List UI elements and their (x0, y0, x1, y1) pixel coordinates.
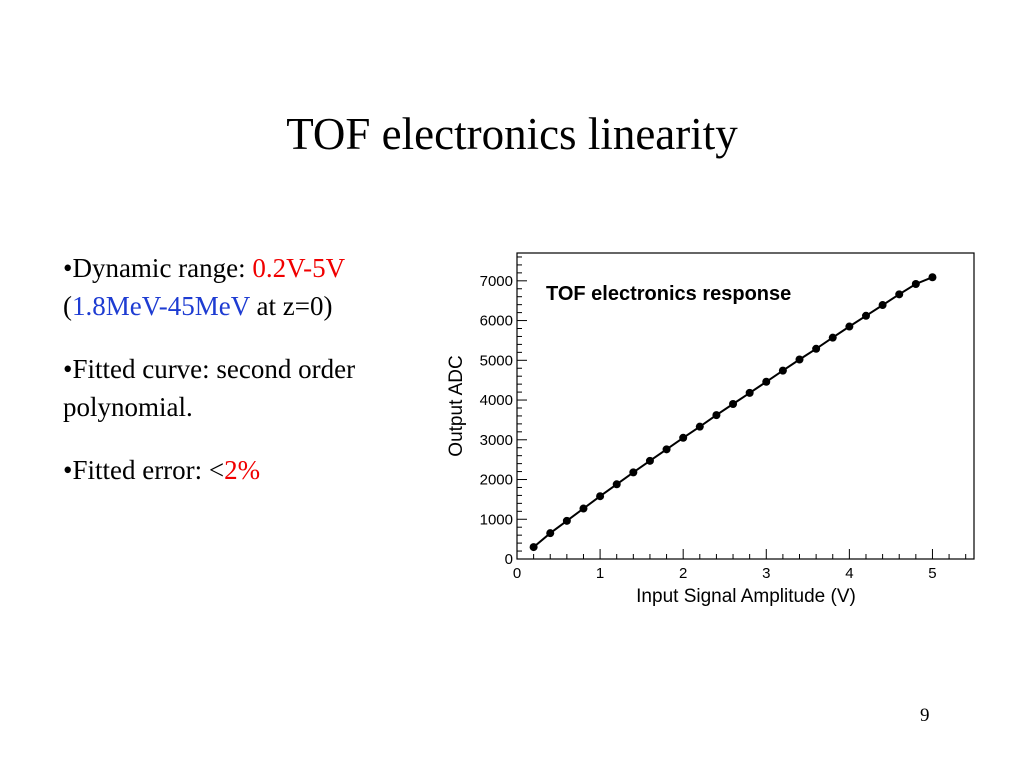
data-point (629, 468, 638, 477)
x-tick-label: 5 (928, 565, 936, 582)
x-tick-label: 1 (596, 565, 604, 582)
bullet-marker: • (63, 253, 73, 283)
bullet-list: •Dynamic range: 0.2V-5V (1.8MeV-45MeV at… (63, 249, 443, 514)
bullet-fitted-curve: •Fitted curve: second order polynomial. (63, 350, 443, 426)
data-point (845, 322, 854, 331)
bullet-text: Fitted curve: second order polynomial. (63, 354, 356, 422)
data-point (895, 290, 904, 299)
paren-open: ( (63, 291, 72, 321)
data-point (745, 388, 754, 397)
data-point (812, 344, 821, 353)
data-point (778, 366, 787, 375)
bullet-text: Fitted error: < (72, 455, 225, 485)
y-tick-label: 7000 (480, 273, 513, 290)
bullet-dynamic-range: •Dynamic range: 0.2V-5V (1.8MeV-45MeV at… (63, 249, 443, 325)
data-point (795, 355, 804, 364)
range-energy: 1.8MeV-45MeV (72, 291, 250, 321)
error-value: 2% (224, 455, 261, 485)
axis-ticks: 0 1 2 3 4 5 0 1000 2000 3000 4000 5000 6000 7000 (480, 256, 967, 582)
y-tick-label: 1000 (480, 511, 513, 528)
data-point (645, 456, 654, 465)
data-point (612, 480, 621, 489)
bullet-fitted-error: •Fitted error: <2% (63, 451, 443, 489)
plot-frame (516, 252, 975, 560)
chart-svg: 0 1 2 3 4 5 0 1000 2000 3000 4000 5000 6000 7000 TOF … (446, 252, 975, 607)
bullet-text: at z=0) (249, 291, 333, 321)
data-point (529, 543, 538, 552)
bullet-text: Dynamic range: (72, 253, 253, 283)
fit-curve (532, 276, 933, 548)
y-tick-label: 0 (505, 551, 513, 568)
x-tick-label: 3 (762, 565, 770, 582)
y-tick-label: 6000 (480, 313, 513, 330)
range-volts: 0.2V-5V (252, 253, 346, 283)
data-point (911, 279, 920, 288)
data-point (828, 333, 837, 342)
chart: 0 1 2 3 4 5 0 1000 2000 3000 4000 5000 6000 7000 TOF … (440, 240, 980, 620)
y-tick-label: 4000 (480, 392, 513, 409)
data-point (695, 422, 704, 431)
data-point (878, 301, 887, 310)
data-point (562, 516, 571, 525)
x-axis-label: Input Signal Amplitude (V) (636, 586, 856, 607)
data-point (679, 433, 688, 442)
slide-title: TOF electronics linearity (286, 109, 738, 159)
data-point (762, 377, 771, 386)
data-point (546, 529, 555, 538)
y-tick-label: 2000 (480, 472, 513, 489)
data-points (529, 273, 937, 552)
data-point (861, 311, 870, 320)
data-point (729, 400, 738, 409)
x-tick-label: 4 (845, 565, 853, 582)
data-point (579, 504, 588, 513)
data-point (712, 411, 721, 420)
x-tick-label: 0 (513, 565, 521, 582)
bullet-marker: • (63, 354, 73, 384)
bullet-marker: • (63, 455, 73, 485)
data-point (662, 445, 671, 454)
x-tick-label: 2 (679, 565, 687, 582)
data-point (596, 492, 605, 501)
chart-title: TOF electronics response (546, 283, 791, 305)
y-axis-label: Output ADC (446, 355, 467, 456)
data-point (928, 273, 937, 282)
y-tick-label: 5000 (480, 352, 513, 369)
page-number: 9 (920, 705, 930, 726)
y-tick-label: 3000 (480, 432, 513, 449)
